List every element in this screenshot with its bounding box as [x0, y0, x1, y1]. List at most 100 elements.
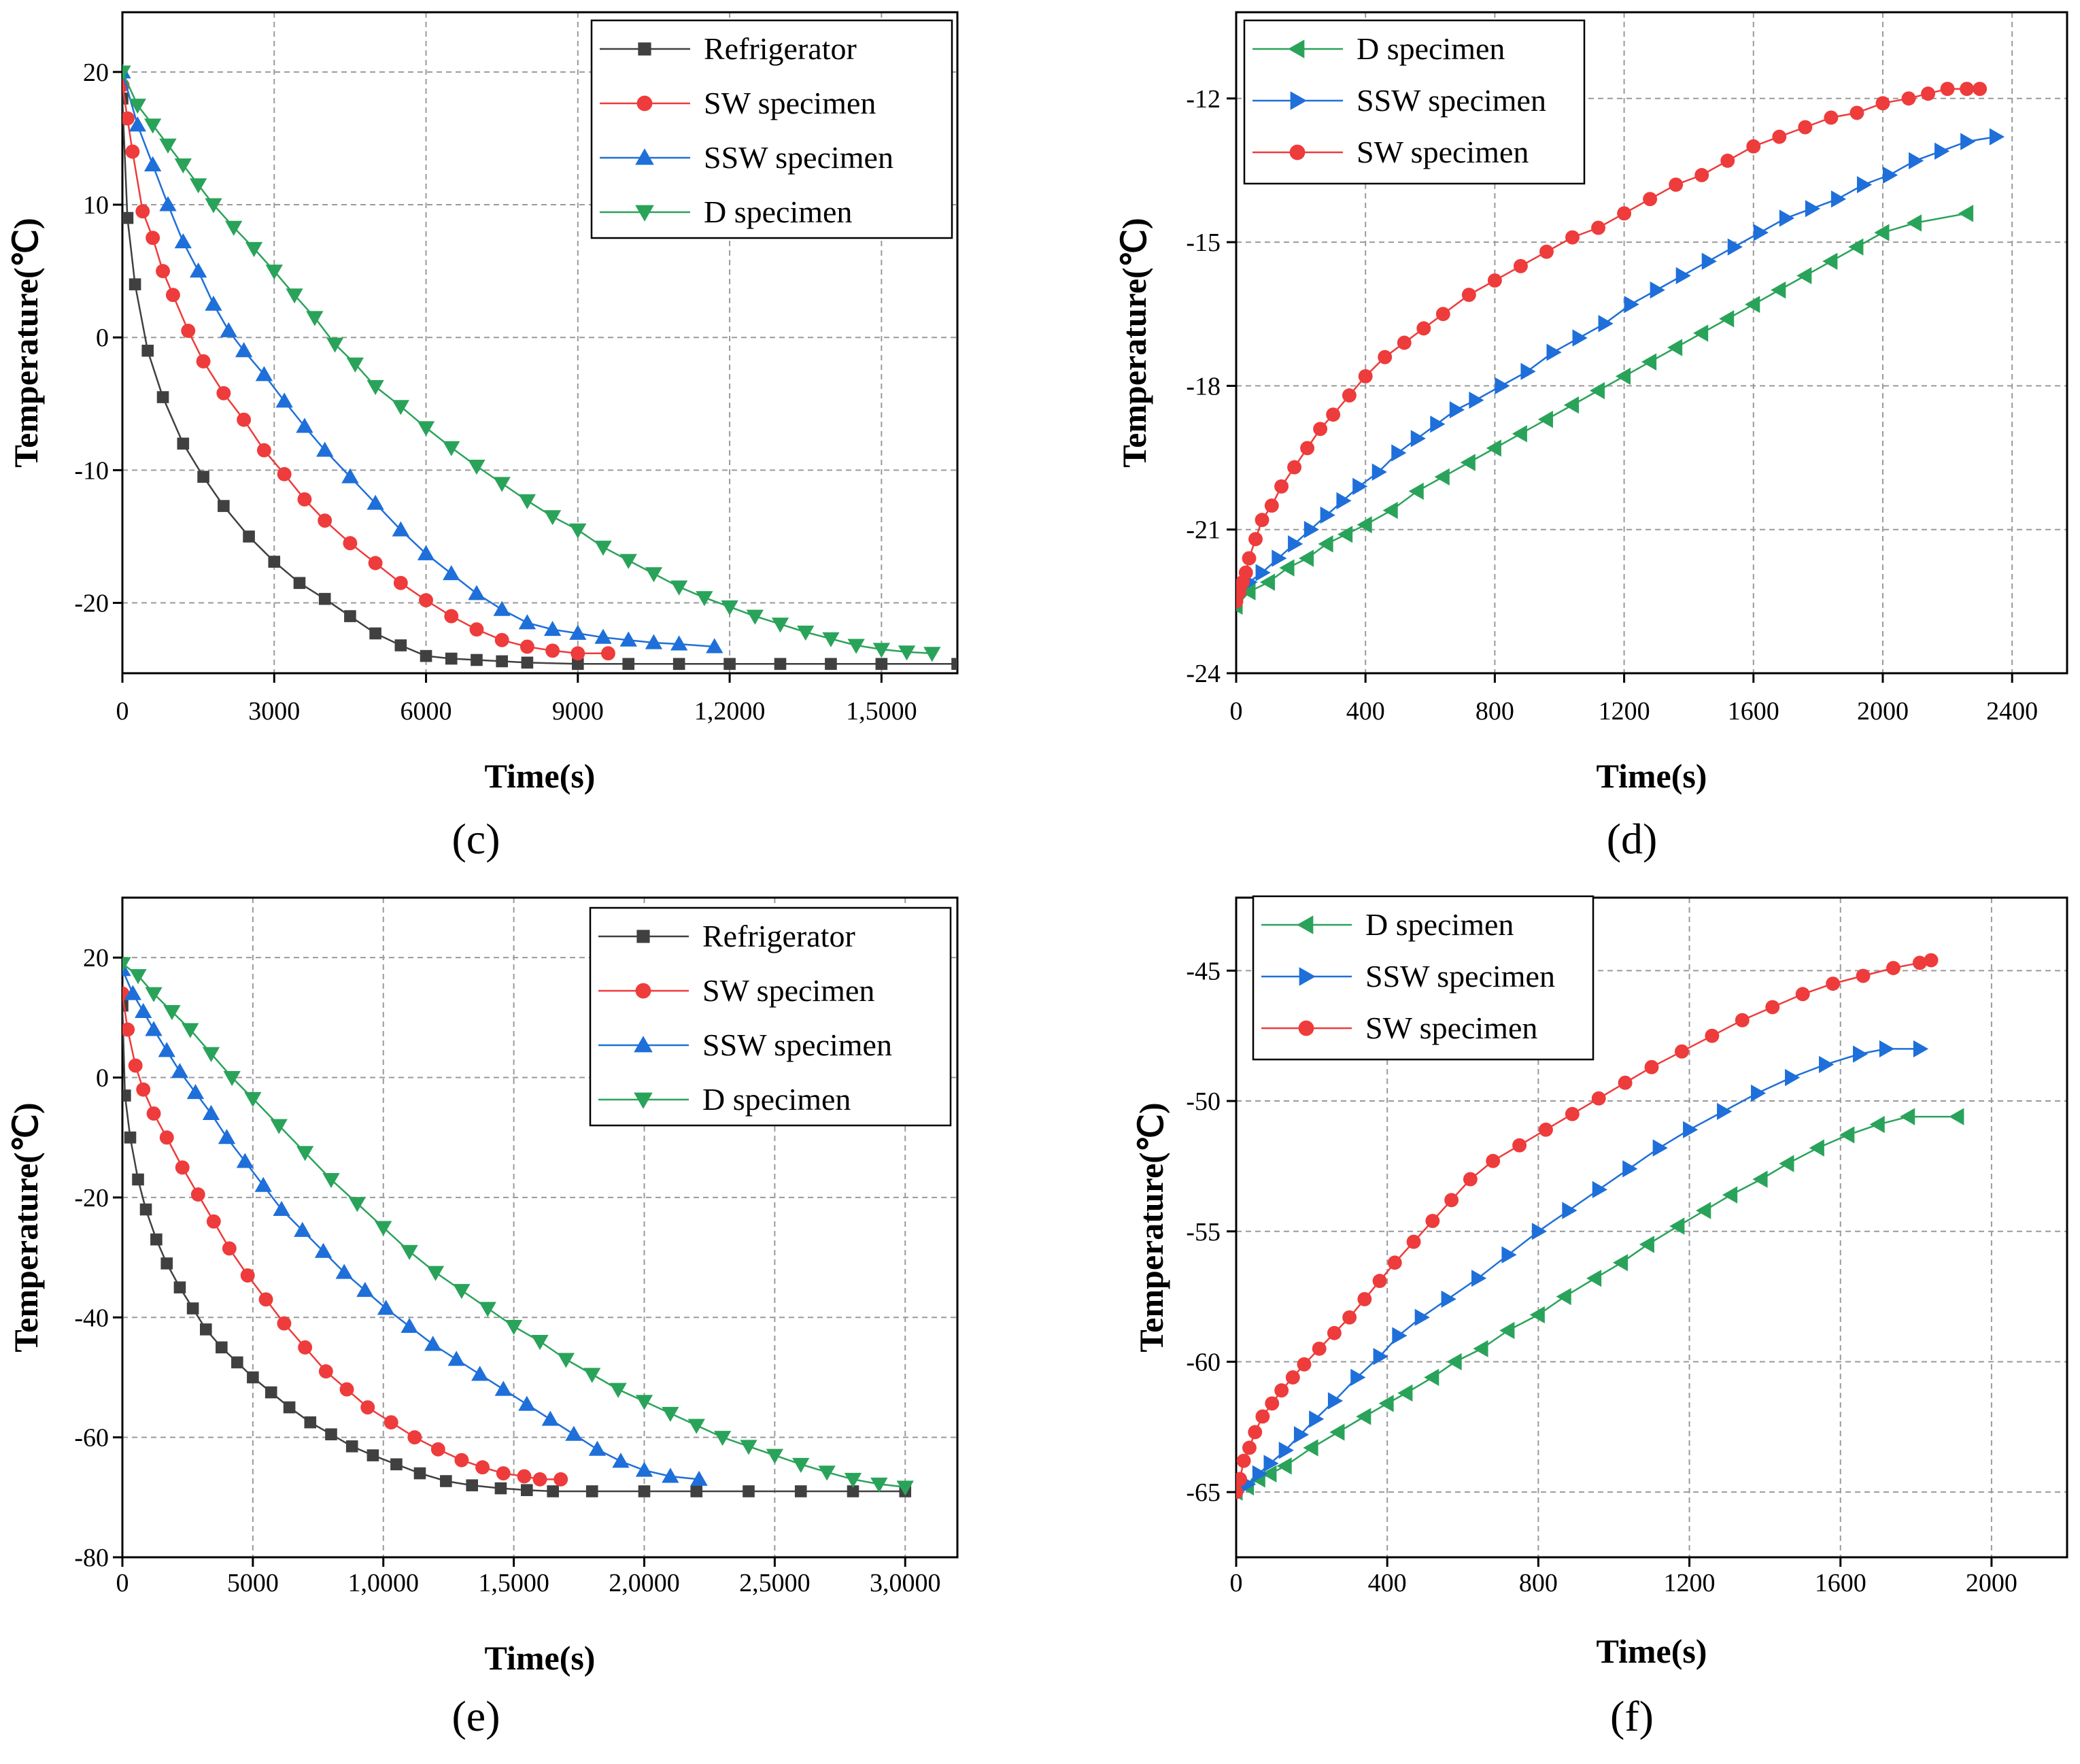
panel-e-legend-label: D specimen	[702, 1082, 851, 1117]
panel-c-data-point	[156, 264, 170, 279]
panel-e-data-point	[407, 1430, 422, 1445]
panel-c-data-point	[569, 523, 587, 539]
panel-f-data-point	[1785, 1068, 1801, 1087]
panel-e-legend-box	[589, 906, 952, 1127]
panel-e-data-point	[277, 1316, 292, 1331]
panel-d-data-point	[1598, 315, 1614, 333]
panel-c-data-point	[297, 492, 312, 507]
panel-d-x-tick-label: 2400	[1986, 697, 2038, 726]
panel-d-legend-label: SSW specimen	[1357, 83, 1546, 118]
panel-e-data-point	[565, 1425, 583, 1441]
panel-f-data-point	[1839, 1126, 1855, 1144]
panel-c-data-point	[243, 530, 255, 543]
panel-c-data-point	[847, 639, 865, 654]
panel-d-data-point	[1298, 549, 1314, 567]
panel-c-data-point	[129, 116, 146, 132]
panel-c-legend-box	[590, 19, 953, 239]
panel-c-data-point	[125, 144, 140, 159]
panel-e-legend-label: SSW specimen	[702, 1028, 892, 1062]
panel-f-series-sw-specimen	[1236, 953, 1939, 1499]
panel-d-data-point	[1669, 177, 1684, 192]
panel-f-data-point	[1705, 1028, 1720, 1043]
panel-c-data-point	[521, 656, 534, 669]
panel-e-data-point	[870, 1477, 888, 1493]
panel-e-data-point	[740, 1440, 757, 1455]
panel-f-data-point	[1378, 1395, 1394, 1412]
panel-e-data-point	[360, 1400, 375, 1414]
panel-d-data-point	[1397, 335, 1412, 350]
panel-f-legend-marker	[1298, 1020, 1314, 1036]
panel-c-data-point	[420, 649, 432, 662]
panel-f-data-point	[1463, 1172, 1478, 1187]
panel-f-y-tick-label: -55	[1186, 1218, 1221, 1246]
panel-d-data-point	[1486, 439, 1501, 457]
panel-c-data-point	[706, 638, 723, 654]
panel-f-data-point	[1809, 1139, 1824, 1157]
panel-c-data-point	[468, 460, 485, 475]
panel-c-data-point	[174, 233, 192, 249]
panel-f-data-point	[1683, 1121, 1699, 1138]
panel-f-data-point	[1356, 1408, 1371, 1425]
panel-e-plot-frame	[121, 896, 959, 1559]
panel-c-data-point	[189, 178, 207, 194]
panel-c-label: (c)	[451, 815, 500, 863]
panel-f-data-point	[1392, 1327, 1408, 1344]
panel-f-data-point	[1425, 1213, 1440, 1228]
panel-c-x-tick-label: 1,5000	[846, 697, 917, 726]
panel-f-y-tick-label: -50	[1186, 1087, 1221, 1116]
panel-d-series-sw-specimen	[1236, 82, 1988, 609]
panel-c-x-axis-title: Time(s)	[485, 757, 596, 795]
panel-c-data-point	[645, 567, 663, 583]
panel-c-data-point	[343, 536, 358, 551]
panel-d-data-point	[1675, 267, 1691, 285]
panel-e-data-point	[638, 1485, 651, 1497]
panel-f-legend-label: SSW specimen	[1365, 959, 1555, 994]
panel-d-x-axis-title: Time(s)	[1597, 757, 1707, 795]
panel-c-data-point	[306, 311, 324, 326]
panel-c-data-point	[419, 593, 433, 608]
panel-d-legend-marker	[1288, 39, 1305, 58]
panel-d-legend-label: D specimen	[1357, 31, 1505, 66]
panel-e-data-point	[585, 1485, 598, 1497]
panel-c-data-point	[393, 575, 408, 590]
panel-e-data-point	[145, 987, 163, 1002]
panel-d-y-tick-label: -15	[1186, 228, 1221, 257]
panel-c-data-point	[189, 262, 207, 278]
panel-c-data-point	[318, 513, 333, 528]
panel-c-legend: Refrigerator SW specimen SSW specimen D spe…	[590, 19, 953, 239]
panel-c-data-point	[218, 500, 230, 512]
panel-d-data-point	[1940, 82, 1955, 97]
panel-c-data-point	[394, 639, 407, 651]
panel-f-data-point	[1261, 1465, 1277, 1482]
panel-d-data-point	[1352, 477, 1368, 495]
panel-c-data-point	[326, 337, 344, 353]
panel-d-data-point	[1694, 168, 1709, 182]
panel-d-x-tick-label: 800	[1476, 697, 1514, 726]
panel-c-data-point	[296, 418, 313, 433]
panel-f-data-point	[1819, 1055, 1835, 1074]
panel-e-data-point	[122, 999, 129, 1012]
panel-f-data-point	[1499, 1321, 1515, 1340]
panel-e-data-point	[135, 1002, 152, 1019]
panel-e-data-point	[186, 1083, 205, 1100]
panel-e-data-point	[553, 1472, 568, 1487]
panel-e-data-point	[531, 1335, 549, 1351]
panel-d-series-d-specimen	[1236, 205, 1974, 615]
panel-c-data-point	[141, 344, 154, 357]
panel-d-legend: D specimen SSW specimen SW specimen	[1243, 19, 1586, 185]
panel-e-data-point	[171, 1063, 189, 1079]
panel-e-data-point	[818, 1465, 836, 1481]
panel-f-data-point	[1446, 1353, 1462, 1371]
panel-c-data-point	[469, 622, 484, 637]
panel-e-legend: Refrigerator SW specimen SSW specimen D spe…	[589, 906, 952, 1127]
panel-c-data-point	[771, 617, 789, 633]
panel-d-data-point	[1874, 224, 1890, 241]
panel-e-data-point	[390, 1458, 403, 1471]
panel-c-y-tick-label: -10	[74, 456, 109, 485]
panel-c-data-point	[255, 366, 273, 381]
panel-e-data-point	[202, 1047, 220, 1062]
panel-c-data-point	[196, 354, 211, 369]
panel-e-data-point	[122, 957, 131, 972]
panel-d-data-point	[1430, 415, 1446, 433]
panel-c-legend-label: Refrigerator	[704, 31, 857, 66]
